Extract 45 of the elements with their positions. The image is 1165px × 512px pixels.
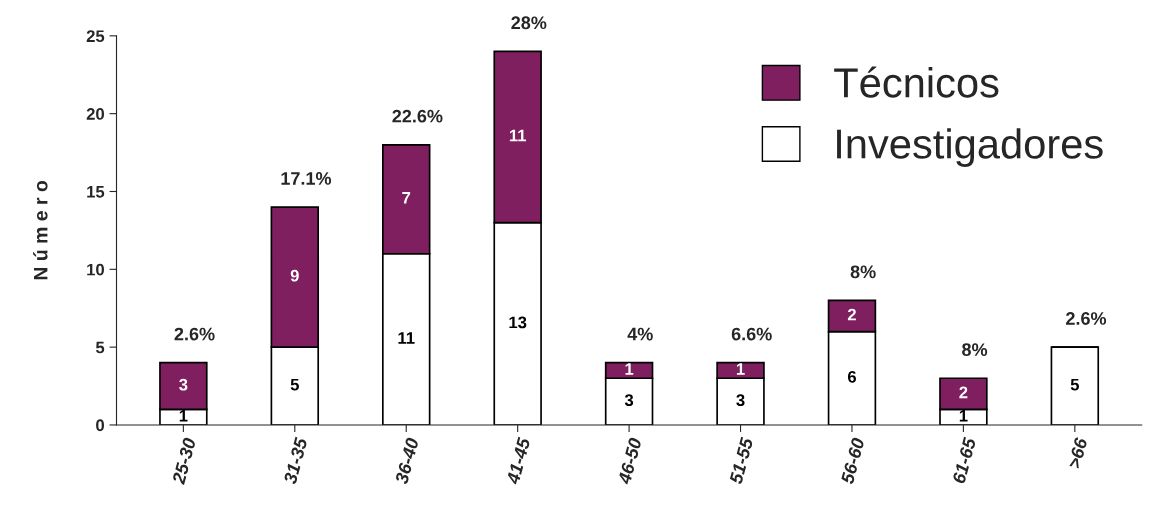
data-label: 2 — [847, 308, 856, 321]
bar — [1050, 346, 1100, 425]
data-label: 3 — [736, 394, 745, 407]
data-label: 11 — [509, 129, 527, 142]
annotation: 17.1% — [281, 172, 332, 185]
data-label: 1 — [736, 363, 745, 375]
data-label: 1 — [179, 410, 188, 422]
data-label: 3 — [624, 394, 634, 407]
x-tick-label: 25-30 — [171, 437, 197, 486]
data-label: 2 — [959, 386, 968, 399]
legend-label: Investigadores — [837, 128, 1103, 168]
annotation: 4% — [627, 327, 653, 341]
data-label: 11 — [398, 332, 415, 344]
data-label: 6 — [847, 370, 856, 383]
annotation: 2.6% — [174, 327, 215, 341]
x-tick-label: >66 — [1067, 436, 1088, 469]
y-tick-label: 0 — [96, 419, 105, 432]
x-tick-label: 56-60 — [840, 437, 865, 485]
x-tick-label: 61-65 — [952, 436, 977, 484]
data-label: 9 — [290, 269, 299, 282]
x-tick-label: 36-40 — [394, 437, 419, 485]
data-label: 5 — [1070, 378, 1080, 391]
y-tick-label: 20 — [86, 108, 105, 120]
x-tick-label: 46-50 — [617, 437, 642, 486]
annotation: 28% — [511, 16, 547, 30]
annotation: 6.6% — [731, 327, 772, 341]
annotation: 8% — [962, 343, 988, 357]
y-tick-label: 10 — [87, 263, 105, 276]
annotation: 22.6% — [392, 109, 443, 123]
annotation: 8% — [850, 265, 876, 279]
x-tick-label: 41-45 — [506, 436, 531, 486]
y-tick-label: 25 — [86, 30, 105, 43]
data-label: 1 — [625, 363, 634, 375]
legend-label: Técnicos — [834, 66, 999, 98]
data-label: 13 — [509, 316, 527, 329]
x-tick-label: 31-35 — [283, 436, 308, 485]
data-label: 7 — [402, 192, 411, 204]
x-tick-label: 51-55 — [729, 436, 754, 485]
y-axis-title: N ú m e r o — [33, 180, 48, 280]
data-label: 3 — [179, 378, 188, 391]
data-label: 5 — [290, 378, 299, 391]
y-tick-label: 15 — [87, 186, 105, 198]
annotation: 2.6% — [1066, 312, 1107, 325]
data-label: 1 — [959, 410, 968, 422]
y-tick-label: 5 — [95, 341, 105, 354]
